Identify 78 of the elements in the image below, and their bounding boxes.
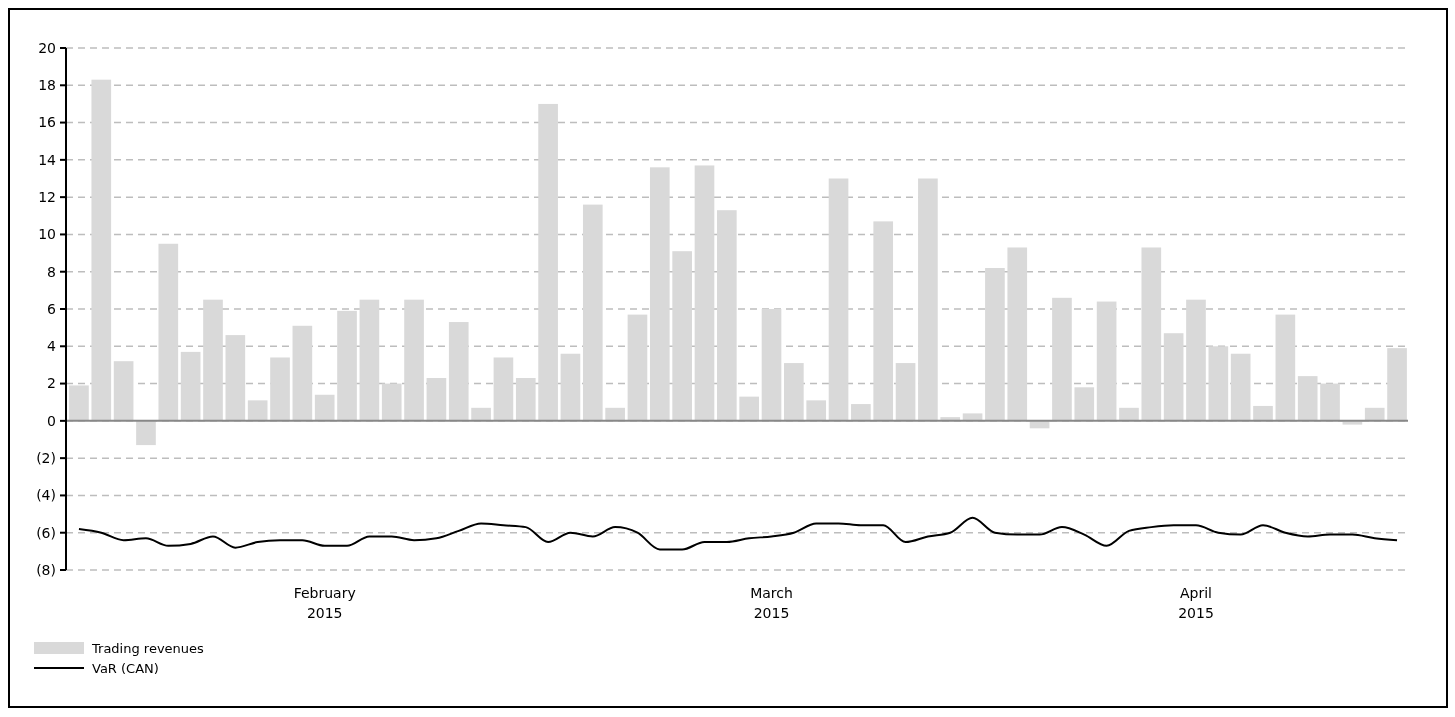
bar — [136, 420, 156, 446]
bar — [314, 394, 335, 421]
bar — [426, 377, 447, 421]
bar — [404, 299, 424, 421]
bar — [158, 243, 179, 421]
bar — [203, 299, 223, 421]
bar — [270, 357, 290, 421]
bar — [582, 204, 603, 421]
bar — [1297, 376, 1318, 421]
bar — [448, 322, 469, 421]
bar — [918, 178, 938, 421]
legend-label: VaR (CAN) — [92, 660, 159, 676]
y-tick-label: 8 — [47, 263, 56, 280]
bar — [337, 310, 357, 421]
bar — [69, 385, 89, 421]
x-tick-label: April 2015 — [1178, 585, 1214, 621]
bar — [471, 407, 491, 421]
x-tick-label: February 2015 — [293, 585, 356, 621]
y-tick-label: 10 — [38, 226, 56, 243]
bar — [1119, 407, 1139, 421]
x-tick-label: March 2015 — [750, 585, 793, 621]
bar — [91, 79, 112, 421]
y-tick-label: 14 — [38, 151, 57, 168]
y-tick-label: 16 — [38, 114, 57, 131]
bar — [1052, 297, 1072, 421]
bar — [1320, 383, 1340, 421]
y-tick-label: (4) — [36, 487, 56, 504]
bar — [1364, 407, 1385, 421]
y-tick-label: (6) — [36, 524, 56, 541]
y-tick-label: 6 — [47, 300, 57, 317]
bar — [515, 377, 536, 421]
y-tick-label: 12 — [38, 189, 56, 206]
bar — [180, 351, 201, 421]
bar — [1074, 387, 1095, 421]
bar — [649, 167, 670, 421]
bar — [1007, 247, 1028, 421]
y-tick-label: 18 — [38, 77, 56, 94]
y-tick-label: 2 — [47, 375, 56, 392]
bar — [1275, 314, 1296, 421]
y-tick-label: (8) — [36, 561, 56, 578]
bar — [560, 353, 581, 421]
bar — [1230, 353, 1251, 421]
bar — [1387, 348, 1407, 421]
bar — [292, 325, 313, 421]
bar — [985, 267, 1005, 421]
bar — [717, 210, 737, 421]
bar — [694, 165, 715, 421]
bar — [538, 103, 558, 421]
bar — [1163, 333, 1184, 421]
bar — [381, 383, 402, 421]
y-tick-label: (2) — [36, 450, 56, 467]
bar — [739, 396, 759, 421]
bar — [873, 221, 894, 421]
bar — [605, 407, 625, 421]
bar — [1186, 299, 1206, 421]
bar — [493, 357, 514, 421]
bar — [1096, 301, 1117, 421]
bar — [761, 309, 782, 421]
line-series — [77, 516, 1399, 551]
bar — [627, 314, 648, 421]
bar — [806, 400, 827, 421]
bar — [851, 404, 871, 421]
bar — [359, 299, 380, 421]
bar — [784, 363, 804, 421]
bar — [1208, 346, 1229, 421]
y-tick-label: 0 — [47, 412, 56, 429]
bar — [895, 363, 916, 421]
bar — [113, 361, 134, 421]
bar — [828, 178, 849, 421]
bar — [1141, 247, 1162, 421]
bar — [225, 335, 246, 421]
y-tick-label: 4 — [47, 338, 57, 355]
bar — [247, 400, 268, 421]
legend-label: Trading revenues — [91, 640, 205, 656]
bar — [962, 413, 983, 421]
bar — [672, 251, 692, 421]
y-tick-label: 20 — [38, 39, 56, 56]
bar — [1253, 405, 1273, 421]
